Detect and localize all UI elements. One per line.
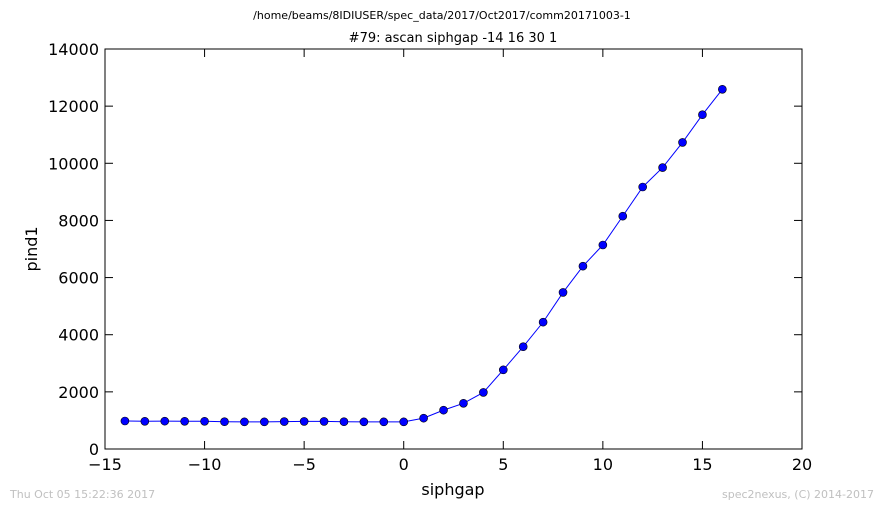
- data-point: [140, 416, 150, 426]
- y-tick-label: 0: [89, 440, 99, 459]
- y-tick-label: 4000: [58, 326, 99, 345]
- data-point: [279, 417, 289, 426]
- data-point: [419, 413, 428, 423]
- y-tick-label: 8000: [58, 211, 99, 230]
- x-tick-label: −15: [88, 455, 122, 474]
- data-point: [558, 288, 568, 297]
- data-point: [160, 416, 170, 426]
- y-axis: 0 2000 4000 6000 8000 10000 12000 14000: [48, 40, 802, 459]
- data-point: [498, 365, 508, 375]
- x-tick-label: 15: [692, 455, 712, 474]
- x-axis-label: siphgap: [421, 480, 484, 499]
- data-point: [479, 388, 488, 397]
- suptitle-path: /home/beams/8IDIUSER/spec_data/2017/Oct2…: [253, 9, 631, 22]
- data-point: [698, 110, 707, 120]
- y-tick-label: 12000: [48, 97, 99, 116]
- x-tick-label: 5: [498, 455, 508, 474]
- y-tick-label: 10000: [48, 154, 99, 173]
- x-tick-label: 10: [593, 455, 613, 474]
- data-point: [339, 417, 349, 427]
- data-point: [359, 417, 369, 427]
- y-tick-label: 2000: [58, 383, 99, 402]
- data-point: [319, 417, 329, 426]
- footer-credit: spec2nexus, (C) 2014-2017: [722, 488, 874, 501]
- data-point: [120, 416, 130, 426]
- data-point: [578, 261, 588, 271]
- data-point: [718, 84, 727, 94]
- data-point: [678, 138, 687, 147]
- data-point: [299, 417, 309, 426]
- y-tick-label: 6000: [58, 269, 99, 288]
- x-axis: −15 −10 −5 0 5 10 15 20: [88, 49, 812, 474]
- series-line: [124, 88, 723, 423]
- data-point: [598, 240, 608, 250]
- y-axis-label: pind1: [22, 226, 41, 271]
- data-point: [399, 417, 409, 427]
- x-tick-label: 0: [399, 455, 409, 474]
- x-tick-label: 20: [792, 455, 812, 474]
- data-point: [439, 405, 448, 415]
- data-point: [518, 342, 528, 352]
- x-tick-label: −10: [188, 455, 222, 474]
- data-point: [180, 416, 189, 426]
- data-point: [638, 182, 647, 192]
- data-point: [260, 417, 269, 427]
- data-point: [379, 417, 389, 427]
- data-point: [538, 317, 548, 327]
- plot-area: [104, 48, 803, 450]
- footer-timestamp: Thu Oct 05 15:22:36 2017: [10, 488, 156, 501]
- series-markers: [120, 84, 727, 427]
- data-point: [240, 417, 249, 427]
- y-tick-label: 14000: [48, 40, 99, 59]
- data-point: [200, 416, 209, 426]
- data-point: [220, 417, 229, 427]
- x-tick-label: −5: [292, 455, 316, 474]
- data-point: [618, 211, 628, 221]
- chart-title: #79: ascan siphgap -14 16 30 1: [349, 31, 558, 46]
- data-point: [459, 398, 468, 408]
- data-point: [658, 163, 667, 172]
